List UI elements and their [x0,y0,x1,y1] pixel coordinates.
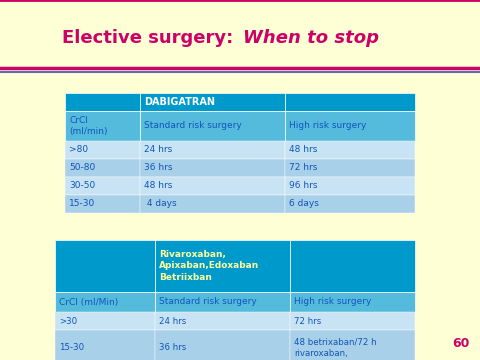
Bar [55,292,155,312]
Bar [155,292,290,312]
Bar [65,141,140,159]
Bar [65,195,140,213]
Text: 72 hrs: 72 hrs [289,163,317,172]
Text: 6 days: 6 days [289,199,319,208]
Text: 15-30: 15-30 [69,199,95,208]
Bar [285,177,415,195]
Text: High risk surgery: High risk surgery [294,297,372,306]
Bar [65,159,140,177]
Bar [285,159,415,177]
Text: Rivaroxaban,
Apixaban,Edoxaban
Betriixban: Rivaroxaban, Apixaban,Edoxaban Betriixba… [159,250,259,282]
Bar [285,93,415,111]
Text: 36 hrs: 36 hrs [144,163,172,172]
Bar [65,177,140,195]
Bar [140,141,285,159]
Text: 30-50: 30-50 [69,181,95,190]
Text: 24 hrs: 24 hrs [159,316,186,325]
Bar [55,240,155,292]
Bar [290,312,415,330]
Text: When to stop: When to stop [243,29,379,47]
Text: 15-30: 15-30 [59,343,84,352]
Bar [140,195,285,213]
Bar [65,111,140,141]
Text: Standard risk surgery: Standard risk surgery [159,297,257,306]
Text: DABIGATRAN: DABIGATRAN [144,97,215,107]
Bar [140,177,285,195]
Bar [285,111,415,141]
Text: 24 hrs: 24 hrs [144,145,172,154]
Text: 60: 60 [453,337,470,350]
Text: >30: >30 [59,316,77,325]
Text: 48 hrs: 48 hrs [144,181,172,190]
Bar [285,195,415,213]
Text: Elective surgery:: Elective surgery: [62,29,240,47]
Bar [55,330,155,360]
Text: 4 days: 4 days [144,199,177,208]
Text: 72 hrs: 72 hrs [294,316,321,325]
Text: CrCl (ml/Min): CrCl (ml/Min) [59,297,118,306]
Bar [285,141,415,159]
Text: 48 hrs: 48 hrs [289,145,317,154]
Bar [140,93,285,111]
Bar [65,93,140,111]
Text: CrCl
(ml/min): CrCl (ml/min) [69,116,108,136]
Bar [155,330,290,360]
Text: 50-80: 50-80 [69,163,95,172]
Bar [155,312,290,330]
Text: 36 hrs: 36 hrs [159,343,186,352]
Bar [0,0,480,70]
Bar [140,159,285,177]
Bar [140,111,285,141]
Text: Standard risk surgery: Standard risk surgery [144,122,242,130]
Bar [290,330,415,360]
Text: >80: >80 [69,145,88,154]
Bar [290,292,415,312]
Bar [155,240,290,292]
Bar [290,240,415,292]
Text: High risk surgery: High risk surgery [289,122,366,130]
Text: 48 betrixaban/72 h
rivaroxaban,: 48 betrixaban/72 h rivaroxaban, [294,338,377,358]
Text: 96 hrs: 96 hrs [289,181,317,190]
Bar [55,312,155,330]
